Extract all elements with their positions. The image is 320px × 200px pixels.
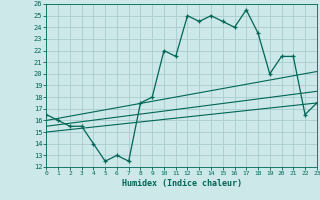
- X-axis label: Humidex (Indice chaleur): Humidex (Indice chaleur): [122, 179, 242, 188]
